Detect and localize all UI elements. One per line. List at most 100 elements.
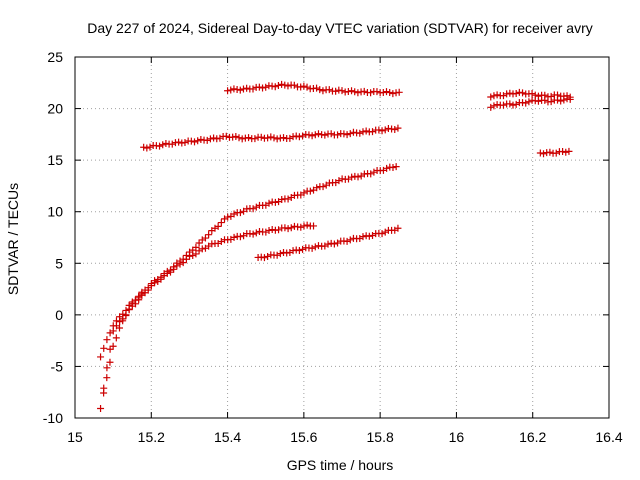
data-point bbox=[562, 148, 570, 156]
data-point bbox=[262, 83, 270, 91]
data-point bbox=[109, 342, 117, 350]
data-point bbox=[194, 137, 202, 145]
data-point bbox=[378, 230, 386, 238]
data-point bbox=[365, 232, 373, 240]
data-point bbox=[192, 250, 200, 258]
data-point bbox=[330, 240, 338, 248]
data-point bbox=[229, 133, 237, 141]
data-point bbox=[236, 86, 244, 94]
data-point bbox=[125, 305, 133, 313]
data-point bbox=[224, 87, 232, 95]
data-point bbox=[163, 267, 171, 275]
data-point bbox=[140, 143, 148, 151]
data-point bbox=[563, 95, 571, 103]
data-point bbox=[284, 225, 292, 233]
data-point bbox=[379, 89, 387, 97]
data-point bbox=[239, 85, 247, 93]
data-point bbox=[278, 80, 286, 88]
data-point bbox=[100, 389, 108, 397]
data-point bbox=[536, 149, 544, 157]
data-point bbox=[251, 135, 259, 143]
data-point bbox=[348, 87, 356, 95]
data-point bbox=[281, 224, 289, 232]
data-point bbox=[259, 84, 267, 92]
data-point bbox=[103, 374, 111, 382]
y-tick-label: 15 bbox=[47, 152, 63, 168]
data-point bbox=[287, 224, 295, 232]
data-point bbox=[238, 135, 246, 143]
data-point bbox=[373, 88, 381, 96]
data-point bbox=[394, 124, 402, 132]
x-tick-label: 15 bbox=[67, 429, 83, 445]
data-point bbox=[157, 273, 165, 281]
data-point bbox=[314, 242, 322, 250]
data-point bbox=[557, 97, 565, 105]
data-point bbox=[392, 163, 400, 171]
y-tick-label: 5 bbox=[55, 255, 63, 271]
data-point bbox=[264, 252, 272, 260]
data-point bbox=[367, 89, 375, 97]
x-tick-label: 15.6 bbox=[290, 429, 317, 445]
data-point bbox=[236, 209, 244, 217]
data-point bbox=[119, 310, 127, 318]
data-point bbox=[506, 89, 514, 97]
y-tick-label: 20 bbox=[47, 101, 63, 117]
data-point bbox=[490, 92, 498, 100]
data-point bbox=[151, 277, 159, 285]
data-point bbox=[249, 85, 257, 93]
data-point bbox=[182, 251, 190, 259]
data-point bbox=[297, 83, 305, 91]
data-point bbox=[343, 131, 351, 139]
data-point bbox=[314, 130, 322, 138]
data-point bbox=[267, 133, 275, 141]
data-point bbox=[187, 137, 195, 145]
data-point bbox=[319, 87, 327, 95]
data-point bbox=[559, 148, 567, 156]
data-point bbox=[97, 353, 105, 361]
data-point bbox=[375, 126, 383, 134]
data-point bbox=[519, 89, 527, 97]
data-point bbox=[249, 205, 257, 213]
data-point bbox=[490, 102, 498, 110]
data-point bbox=[503, 90, 511, 98]
data-point bbox=[197, 136, 205, 144]
data-point bbox=[303, 83, 311, 91]
data-point bbox=[552, 149, 560, 157]
data-point bbox=[346, 130, 354, 138]
data-point bbox=[297, 223, 305, 231]
data-point bbox=[359, 233, 367, 241]
data-point bbox=[278, 196, 286, 204]
data-point bbox=[499, 101, 507, 109]
data-point bbox=[356, 129, 364, 137]
data-point bbox=[299, 132, 307, 140]
data-point bbox=[270, 134, 278, 142]
data-point bbox=[138, 290, 146, 298]
data-point bbox=[311, 131, 319, 139]
y-axis-label: SDTVAR / TECUs bbox=[5, 183, 21, 295]
data-point bbox=[100, 344, 108, 352]
data-point bbox=[112, 317, 120, 325]
y-tick-label: -5 bbox=[51, 358, 64, 374]
data-point bbox=[332, 87, 340, 95]
data-point bbox=[230, 85, 238, 93]
data-point bbox=[181, 139, 189, 147]
data-point bbox=[274, 81, 282, 89]
data-point bbox=[487, 93, 495, 101]
data-point bbox=[192, 243, 200, 251]
data-point bbox=[335, 177, 343, 185]
data-point bbox=[351, 88, 359, 96]
data-point bbox=[203, 136, 211, 144]
y-tick-label: 25 bbox=[47, 49, 63, 65]
data-point bbox=[262, 228, 270, 236]
data-point bbox=[265, 226, 273, 234]
chart-title: Day 227 of 2024, Sidereal Day-to-day VTE… bbox=[87, 20, 593, 36]
data-point bbox=[383, 88, 390, 96]
plot-frame bbox=[74, 56, 610, 419]
series-arc-f bbox=[254, 224, 402, 262]
data-point bbox=[546, 148, 554, 156]
data-point bbox=[367, 170, 375, 178]
data-point bbox=[268, 226, 276, 234]
series-arc-i bbox=[536, 147, 573, 158]
data-point bbox=[280, 134, 288, 142]
